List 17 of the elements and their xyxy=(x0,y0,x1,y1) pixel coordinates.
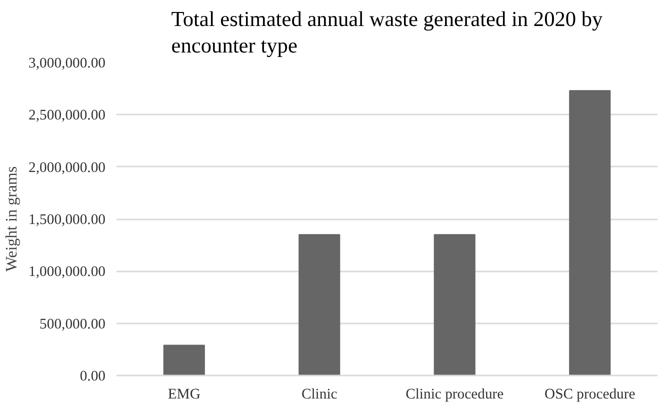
bar xyxy=(163,344,205,376)
y-tick-label: 500,000.00 xyxy=(40,316,106,332)
y-tick-label: 1,500,000.00 xyxy=(28,212,106,228)
y-tick-label: 2,000,000.00 xyxy=(28,160,106,176)
x-tick-label: EMG xyxy=(168,386,201,402)
x-tick-label: Clinic procedure xyxy=(406,386,504,402)
x-tick-label: Clinic xyxy=(301,386,338,402)
bar xyxy=(569,90,611,376)
y-tick-label: 2,500,000.00 xyxy=(28,108,106,124)
y-axis-title: Weight in grams xyxy=(4,166,21,272)
y-tick-label: 0.00 xyxy=(80,368,106,384)
y-tick-label: 3,000,000.00 xyxy=(28,56,106,72)
x-tick-label: OSC procedure xyxy=(544,386,636,402)
y-tick-label: 1,000,000.00 xyxy=(28,264,106,280)
bar xyxy=(434,234,476,376)
bar xyxy=(298,234,340,376)
chart-title: Total estimated annual waste generated in 2020 by encounter type xyxy=(171,7,604,58)
